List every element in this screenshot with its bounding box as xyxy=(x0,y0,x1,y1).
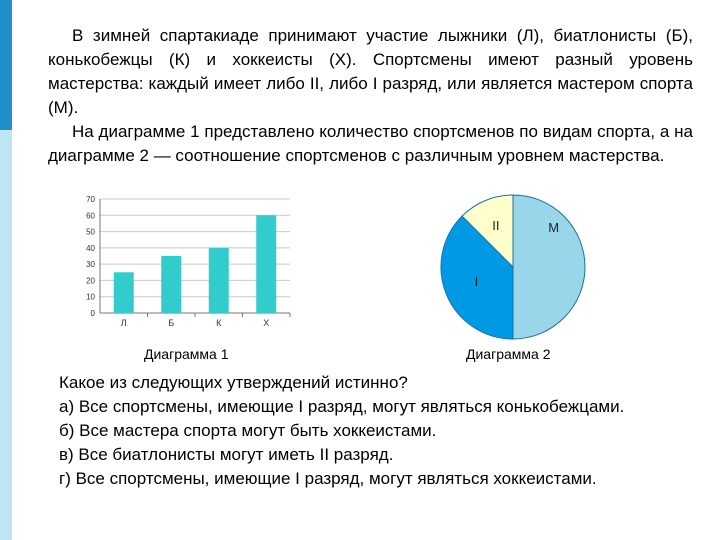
chart1-caption: Диаграмма 1 xyxy=(144,346,229,362)
bar-chart: 0 10 20 30 40 50 60 70 Л Б К Х xyxy=(86,195,291,328)
x-tick-label: Л xyxy=(121,318,127,328)
x-tick-label: Б xyxy=(168,318,174,328)
answer-option-d: г) Все спортсмены, имеющие I разряд, мог… xyxy=(59,469,597,488)
bar xyxy=(113,272,134,313)
y-tick-label: 30 xyxy=(86,260,95,269)
accent-bar-bottom xyxy=(0,130,12,540)
question-block: Какое из следующих утверждений истинно? … xyxy=(59,371,688,491)
answer-option-b: б) Все мастера спорта могут быть хоккеис… xyxy=(59,421,437,440)
y-tick-label: 0 xyxy=(91,309,96,318)
y-tick-label: 20 xyxy=(86,276,95,285)
y-tick-label: 40 xyxy=(86,244,95,253)
answer-option-a: а) Все спортсмены, имеющие I разряд, мог… xyxy=(59,397,625,416)
pie-label: М xyxy=(548,220,559,235)
bar xyxy=(208,247,229,313)
pie-slice xyxy=(512,194,586,340)
pie-slice xyxy=(461,194,514,269)
bar xyxy=(161,256,182,313)
intro-paragraph-1: В зимней спартакиаде принимают участие л… xyxy=(48,26,693,117)
intro-text: В зимней спартакиаде принимают участие л… xyxy=(48,24,693,168)
intro-paragraph-2: На диаграмме 1 представлено количество с… xyxy=(48,122,693,165)
pie-label: II xyxy=(492,218,499,233)
y-tick-label: 10 xyxy=(86,293,95,302)
y-tick-label: 50 xyxy=(86,228,95,237)
pie-label: I xyxy=(475,274,479,289)
accent-bar-top xyxy=(0,0,12,130)
x-tick-label: Х xyxy=(263,318,269,328)
y-tick-label: 60 xyxy=(86,211,95,220)
y-tick-label: 70 xyxy=(86,195,95,204)
x-tick-label: К xyxy=(216,318,222,328)
question-prompt: Какое из следующих утверждений истинно? xyxy=(59,373,408,392)
pie-slice xyxy=(440,215,514,340)
chart2-caption: Диаграмма 2 xyxy=(466,346,551,362)
bar xyxy=(256,215,277,313)
answer-option-c: в) Все биатлонисты могут иметь II разряд… xyxy=(59,445,394,464)
